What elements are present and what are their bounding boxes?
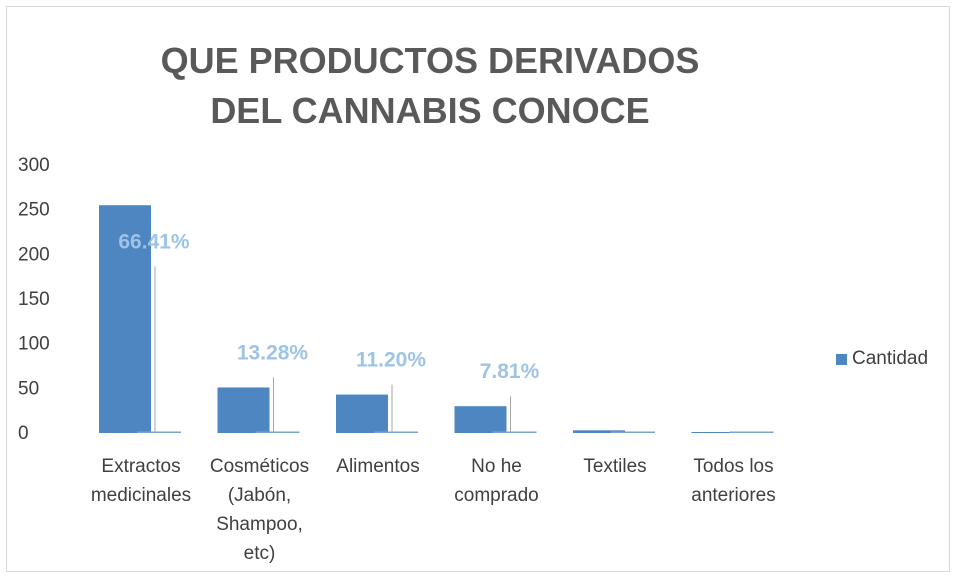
y-tick-label: 250 xyxy=(18,200,50,221)
bar-baseline-marker xyxy=(374,432,418,434)
y-tick-label: 0 xyxy=(18,423,29,444)
bar-baseline-marker xyxy=(493,432,537,434)
category-label: Textiles xyxy=(583,456,646,477)
bar-baseline-marker xyxy=(256,432,300,434)
legend-label: Cantidad xyxy=(852,348,928,370)
category-label: medicinales xyxy=(91,485,191,506)
bar xyxy=(218,387,270,433)
category-label: Alimentos xyxy=(336,456,419,477)
category-label: Extractos xyxy=(101,456,180,477)
data-label: 7.81% xyxy=(480,360,540,383)
legend-swatch xyxy=(836,354,847,365)
category-label: anteriores xyxy=(691,485,776,506)
category-label: No he xyxy=(471,456,522,477)
y-tick-label: 300 xyxy=(18,155,50,176)
data-label: 11.20% xyxy=(356,349,426,372)
bar xyxy=(455,406,507,433)
category-label: etc) xyxy=(244,543,276,564)
category-label: Shampoo, xyxy=(216,514,303,535)
category-label: comprado xyxy=(454,485,539,506)
y-tick-label: 50 xyxy=(18,378,39,399)
bar-baseline-marker xyxy=(730,432,774,434)
bar-baseline-marker xyxy=(611,432,655,434)
data-label: 13.28% xyxy=(237,341,309,364)
legend: Cantidad xyxy=(836,348,928,370)
bar xyxy=(336,395,388,433)
category-label: Cosméticos xyxy=(210,456,309,477)
category-label: (Jabón, xyxy=(228,485,291,506)
bar-baseline-marker xyxy=(137,432,181,434)
data-label: 66.41% xyxy=(118,230,190,253)
y-tick-label: 100 xyxy=(18,334,50,355)
y-tick-label: 150 xyxy=(18,289,50,310)
category-label: Todos los xyxy=(693,456,773,477)
y-tick-label: 200 xyxy=(18,244,50,265)
